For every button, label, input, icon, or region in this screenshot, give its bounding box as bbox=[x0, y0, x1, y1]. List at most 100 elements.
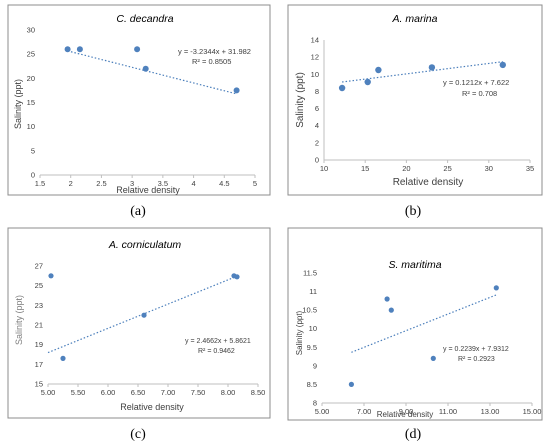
panel-b-title: A. marina bbox=[392, 13, 438, 25]
panel-b-y-ticks: 0 2 4 6 8 10 12 14 bbox=[311, 36, 319, 165]
data-point bbox=[364, 78, 371, 86]
x-tick-label: 1.5 bbox=[35, 179, 45, 188]
data-point bbox=[142, 65, 149, 72]
x-tick-label: 7.00 bbox=[357, 407, 372, 416]
panel-c-points bbox=[48, 273, 240, 361]
panel-c-caption: (c) bbox=[130, 427, 146, 442]
panel-d-r2: R² = 0.2923 bbox=[458, 356, 495, 363]
y-tick-label: 9 bbox=[313, 361, 317, 370]
x-tick-label: 5.00 bbox=[41, 388, 56, 397]
panel-a-caption: (a) bbox=[130, 204, 146, 219]
y-tick-label: 6 bbox=[315, 104, 319, 113]
panel-a-y-ticks: 0 5 10 15 20 25 30 bbox=[27, 26, 35, 180]
panel-d: S. maritima 8 8.5 9 9.5 10 10.5 11 11.5 5.00 7.0… bbox=[287, 227, 543, 421]
panel-d-frame bbox=[287, 227, 543, 421]
y-tick-label: 11 bbox=[309, 287, 317, 296]
data-point bbox=[388, 307, 394, 313]
y-tick-label: 0 bbox=[315, 156, 319, 165]
x-tick-label: 20 bbox=[402, 164, 410, 173]
panel-d-y-ticks: 8 8.5 9 9.5 10 10.5 11 11.5 bbox=[302, 269, 317, 408]
panel-b-y-label: Salinity (ppt) bbox=[295, 72, 306, 128]
y-tick-label: 9.5 bbox=[307, 343, 317, 352]
y-tick-label: 10 bbox=[309, 324, 317, 333]
y-tick-label: 8 bbox=[315, 87, 319, 96]
y-tick-label: 10 bbox=[311, 70, 319, 79]
panel-d-trendline bbox=[351, 294, 497, 353]
x-tick-label: 6.00 bbox=[101, 388, 116, 397]
panel-d-title: S. maritima bbox=[388, 259, 441, 271]
y-tick-label: 4 bbox=[315, 121, 319, 130]
y-tick-label: 25 bbox=[35, 281, 43, 290]
data-point bbox=[48, 273, 54, 279]
data-point bbox=[134, 46, 141, 53]
x-tick-label: 13.00 bbox=[481, 407, 500, 416]
panel-a-title: C. decandra bbox=[116, 13, 173, 25]
x-tick-label: 7.50 bbox=[191, 388, 206, 397]
panel-a-y-label: Salinity (ppt) bbox=[13, 79, 23, 129]
data-point bbox=[338, 84, 346, 92]
y-tick-label: 10.5 bbox=[302, 306, 317, 315]
x-tick-label: 9.00 bbox=[399, 407, 414, 416]
data-point bbox=[233, 87, 240, 94]
panel-c-x-label: Relative density bbox=[120, 402, 184, 412]
x-tick-label: 4 bbox=[191, 179, 195, 188]
panel-b-x-label: Relative density bbox=[393, 177, 464, 188]
panel-c-y-ticks: 15 17 19 21 23 25 27 bbox=[35, 262, 43, 389]
panel-d-y-label: Salinity (ppt) bbox=[295, 310, 304, 355]
panel-a-points bbox=[64, 46, 240, 94]
panel-d-caption: (d) bbox=[405, 427, 422, 442]
x-tick-label: 15 bbox=[361, 164, 369, 173]
panel-a-frame bbox=[7, 4, 271, 196]
y-tick-label: 0 bbox=[31, 171, 35, 180]
y-tick-label: 12 bbox=[311, 53, 319, 62]
data-point bbox=[384, 296, 390, 302]
panel-b-points bbox=[338, 61, 506, 92]
panel-d-equation: y = 0.2239x + 7.9312 bbox=[443, 346, 509, 353]
x-tick-label: 3 bbox=[130, 179, 134, 188]
x-tick-label: 35 bbox=[526, 164, 534, 173]
y-tick-label: 5 bbox=[31, 146, 35, 155]
panel-a-equation: y = -3.2344x + 31.982 bbox=[178, 47, 251, 56]
x-tick-label: 2 bbox=[69, 179, 73, 188]
panel-c: A. corniculatum 15 17 19 21 23 25 27 5.00 5.50 6… bbox=[7, 227, 271, 419]
y-tick-label: 17 bbox=[35, 360, 43, 369]
y-tick-label: 23 bbox=[35, 301, 43, 310]
x-tick-label: 3.5 bbox=[158, 179, 168, 188]
y-tick-label: 20 bbox=[27, 74, 35, 83]
y-tick-label: 11.5 bbox=[303, 269, 317, 278]
y-tick-label: 2 bbox=[315, 138, 319, 147]
x-tick-label: 5 bbox=[253, 179, 257, 188]
panel-c-equation: y = 2.4662x + 5.8621 bbox=[185, 338, 251, 345]
data-point bbox=[375, 66, 382, 74]
data-point bbox=[493, 285, 499, 291]
x-tick-label: 15.00 bbox=[523, 407, 542, 416]
panel-c-title: A. corniculatum bbox=[108, 239, 182, 251]
panel-a-r2: R² = 0.8505 bbox=[192, 57, 231, 66]
panel-b-r2: R² = 0.708 bbox=[462, 89, 497, 98]
data-point bbox=[76, 46, 83, 53]
panel-b-frame bbox=[287, 4, 543, 196]
x-tick-label: 10 bbox=[320, 164, 328, 173]
x-tick-label: 6.50 bbox=[131, 388, 146, 397]
data-point bbox=[428, 64, 436, 71]
data-point bbox=[234, 274, 240, 280]
x-tick-label: 4.5 bbox=[219, 179, 229, 188]
x-tick-label: 30 bbox=[485, 164, 493, 173]
panel-c-frame bbox=[7, 227, 271, 419]
y-tick-label: 21 bbox=[35, 321, 43, 330]
panel-a-trendline bbox=[67, 50, 237, 95]
panel-c-x-ticks: 5.00 5.50 6.00 6.50 7.00 7.50 8.00 8.50 bbox=[41, 384, 266, 397]
panel-d-x-label: Relative density bbox=[377, 410, 433, 419]
panel-b-equation: y = 0.1212x + 7.622 bbox=[443, 78, 509, 87]
data-point bbox=[499, 61, 506, 69]
x-tick-label: 7.00 bbox=[161, 388, 176, 397]
data-point bbox=[348, 381, 354, 387]
data-point bbox=[430, 355, 436, 361]
x-tick-label: 8.50 bbox=[251, 388, 266, 397]
panel-d-points bbox=[348, 285, 499, 387]
panel-c-r2: R² = 0.9462 bbox=[198, 348, 235, 355]
x-tick-label: 5.00 bbox=[315, 407, 330, 416]
panel-b-caption: (b) bbox=[405, 204, 422, 219]
panel-a: C. decandra 0 5 10 15 20 25 30 1.5 2 2.5 3 3.5 4 4.5… bbox=[7, 4, 271, 196]
